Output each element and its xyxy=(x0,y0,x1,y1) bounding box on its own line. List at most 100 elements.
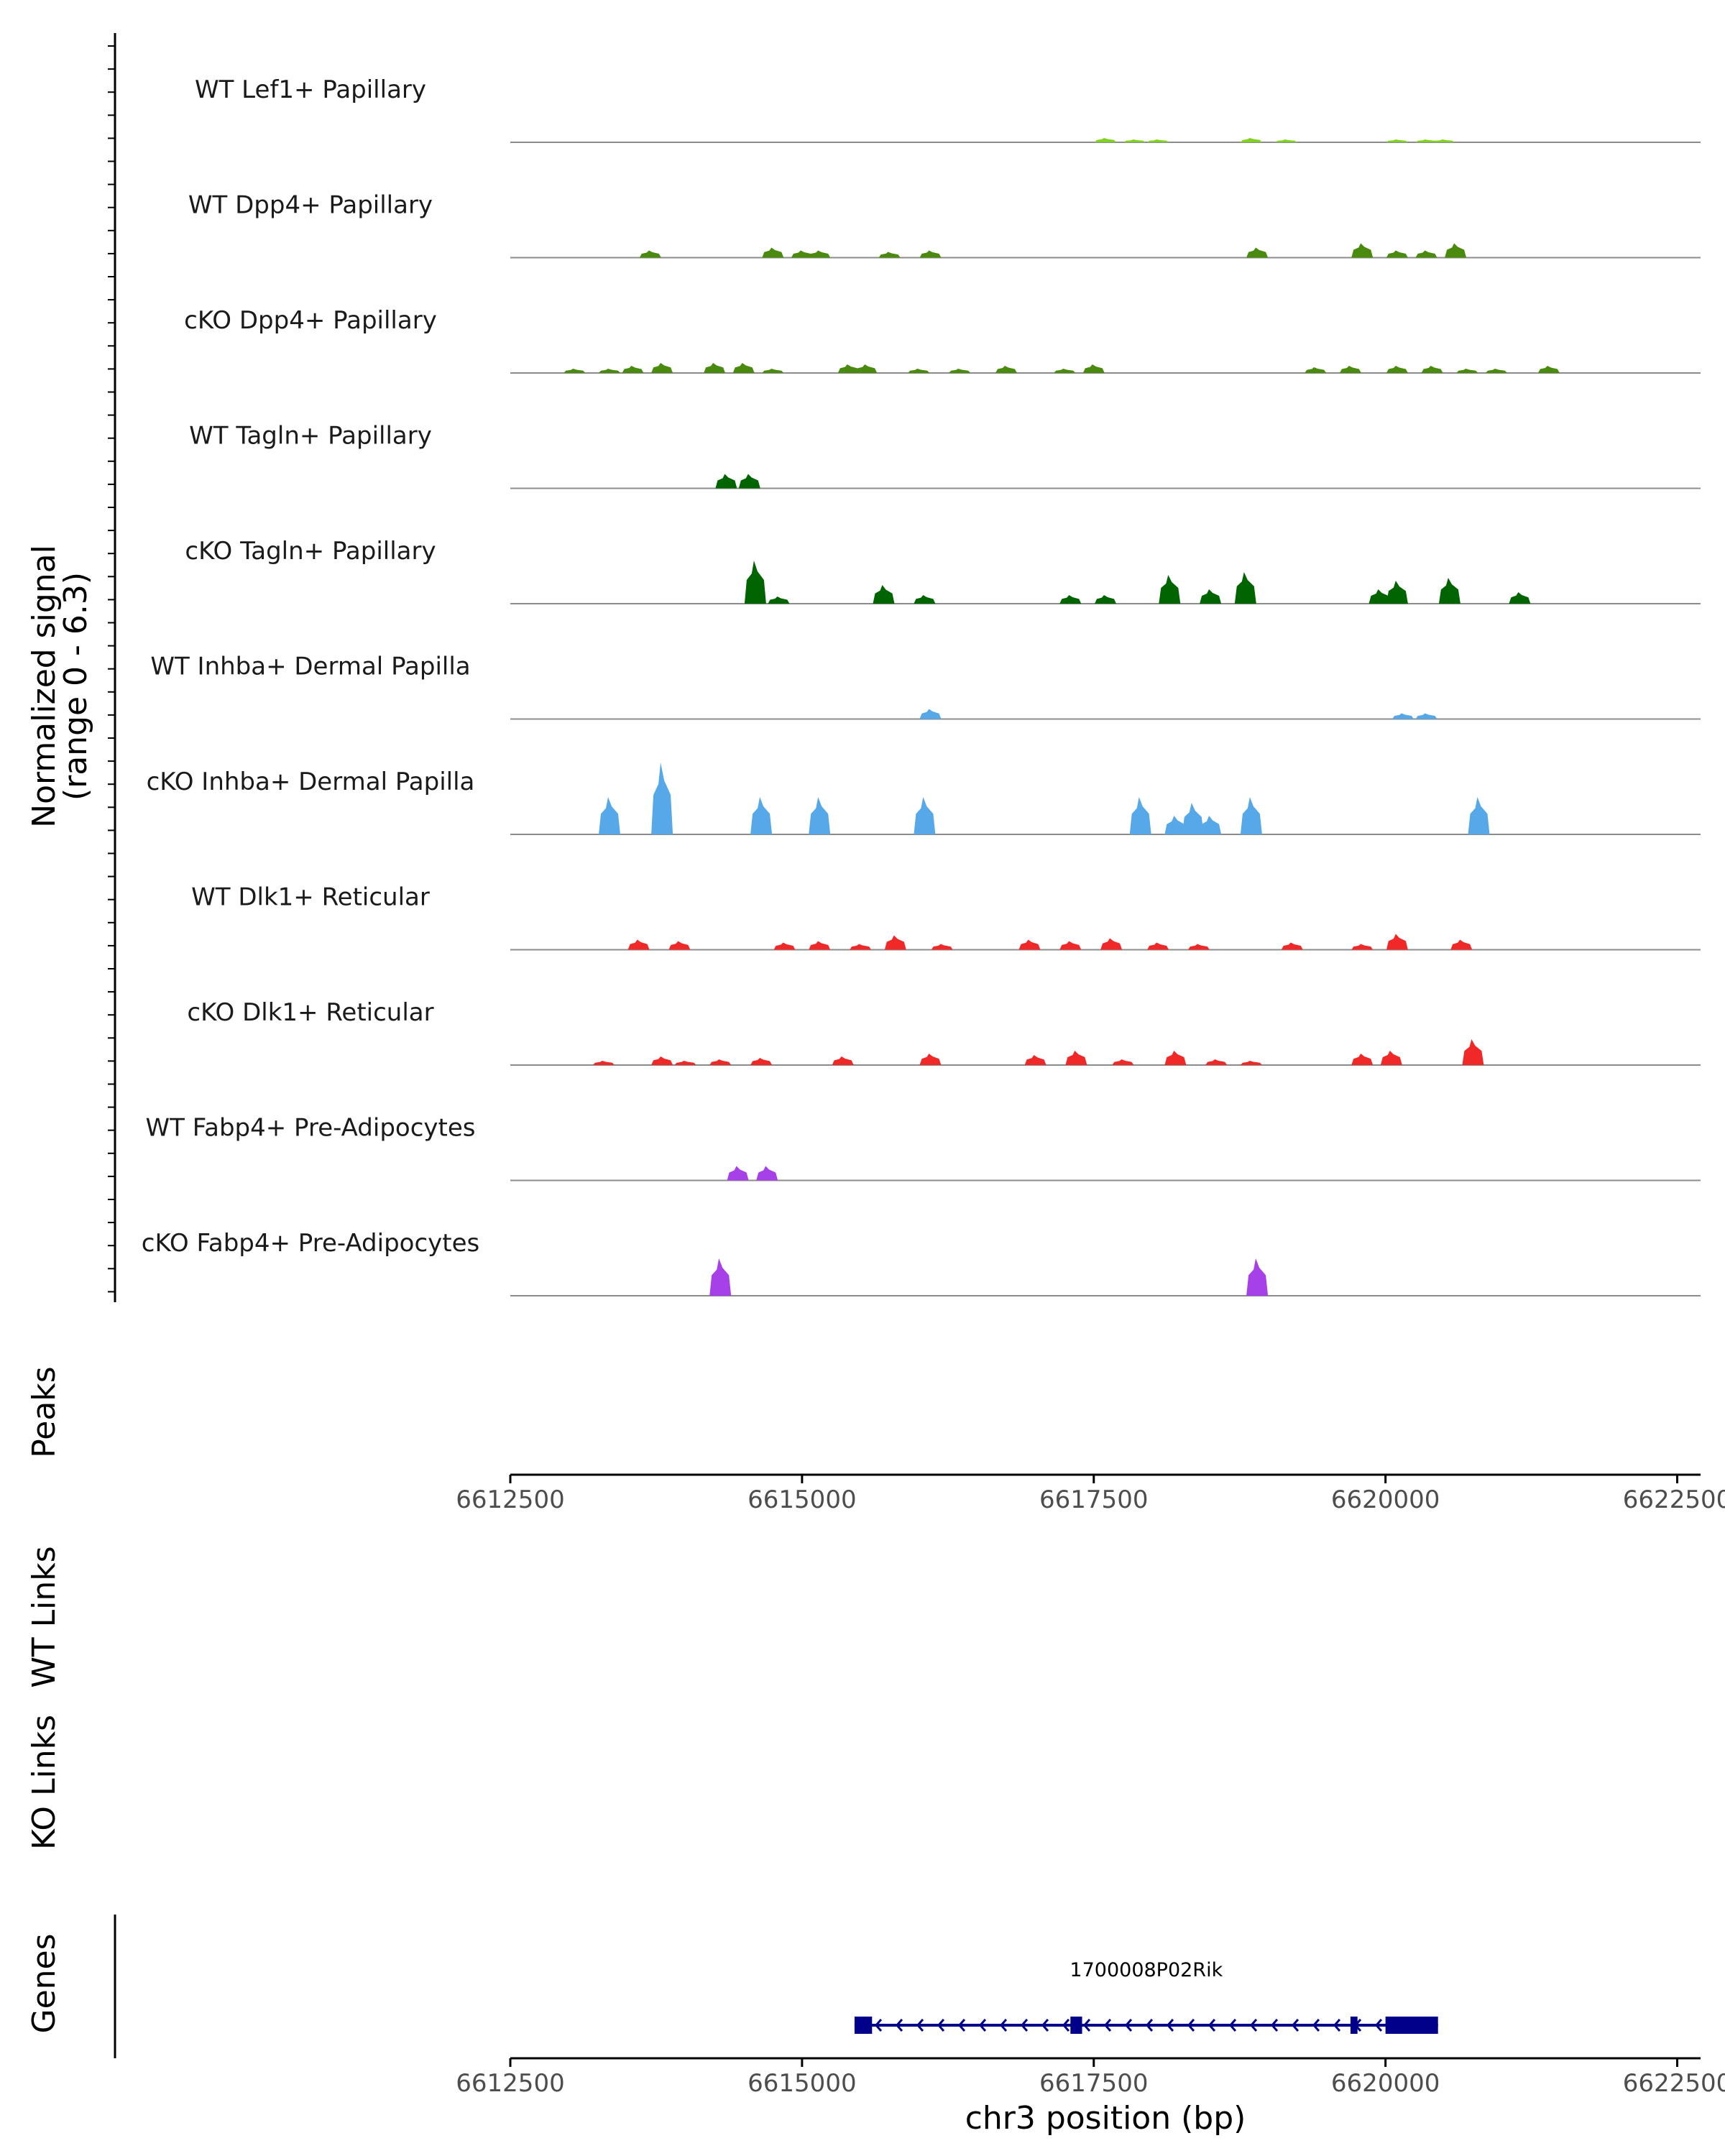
coverage-peak xyxy=(908,369,930,373)
track-label: cKO Fabp4+ Pre-Adipocytes xyxy=(142,1229,480,1258)
coverage-peak xyxy=(931,944,953,950)
coverage-peak xyxy=(1351,944,1374,950)
strand-arrow xyxy=(1270,2019,1279,2032)
coverage-peak xyxy=(1059,941,1082,950)
strand-arrow xyxy=(1124,2019,1133,2032)
coverage-peak xyxy=(837,364,860,373)
coverage-peak xyxy=(1182,803,1204,834)
coverage-peak xyxy=(1095,595,1116,604)
strand-arrow xyxy=(1249,2019,1258,2032)
coverage-peak xyxy=(750,797,773,834)
strand-arrow xyxy=(1103,2019,1112,2032)
coverage-peak xyxy=(809,250,831,258)
coverage-peak xyxy=(709,1258,732,1296)
coverage-peak xyxy=(1485,369,1507,373)
coverage-peak xyxy=(1432,139,1455,142)
coverage-peak xyxy=(756,1166,778,1181)
coverage-peak xyxy=(1462,1039,1484,1065)
x-tick-label: 6617500 xyxy=(1039,1485,1148,1514)
coverage-peak xyxy=(1164,1051,1187,1065)
coverage-peak xyxy=(1240,138,1262,142)
gene-track: 1700008P02Rik xyxy=(854,1959,1438,2034)
coverage-peak xyxy=(850,944,872,950)
coverage-peak xyxy=(1509,592,1531,604)
coverage-peak xyxy=(1351,243,1374,258)
coverage-peak xyxy=(1159,575,1181,604)
track-label: WT Dlk1+ Reticular xyxy=(191,883,430,912)
coverage-peak xyxy=(1129,797,1151,834)
coverage-peak xyxy=(709,1059,732,1065)
coverage-peak xyxy=(1415,139,1438,142)
coverage-peak xyxy=(1065,1051,1087,1065)
strand-arrow xyxy=(1020,2019,1029,2032)
coverage-peak xyxy=(832,1056,854,1065)
coverage-peak xyxy=(1392,713,1414,719)
strand-arrow xyxy=(937,2019,945,2032)
track-label: WT Inhba+ Dermal Papilla xyxy=(150,653,470,681)
coverage-peak xyxy=(1246,1258,1269,1296)
coverage-peak xyxy=(1275,139,1297,142)
coverage-peak xyxy=(1234,572,1256,604)
coverage-peak xyxy=(1445,243,1467,258)
peaks-title: Peaks xyxy=(26,1366,63,1457)
coverage-peak xyxy=(1082,364,1105,373)
track-label: cKO Inhba+ Dermal Papilla xyxy=(147,768,475,796)
coverage-peak xyxy=(1468,797,1490,834)
coverage-peak xyxy=(919,250,942,258)
y-axis-range: (range 0 - 6.3) xyxy=(58,572,94,801)
coverage-peak xyxy=(1018,939,1041,950)
track-label: cKO Dlk1+ Reticular xyxy=(187,998,433,1027)
strand-arrow xyxy=(1187,2019,1195,2032)
track-7: cKO Inhba+ Dermal Papilla xyxy=(147,763,1701,835)
coverage-peak xyxy=(919,709,942,719)
coverage-peak xyxy=(715,474,737,489)
coverage-peak xyxy=(750,1058,773,1065)
coverage-peak xyxy=(1123,139,1146,142)
strand-arrow xyxy=(1145,2019,1154,2032)
coverage-peak xyxy=(738,474,760,489)
coverage-peak xyxy=(1164,816,1187,834)
coverage-peak xyxy=(651,1056,673,1065)
track-9: cKO Dlk1+ Reticular xyxy=(187,998,1701,1066)
coverage-peak xyxy=(1147,139,1169,142)
coverage-peak xyxy=(1380,1051,1402,1065)
coverage-peak xyxy=(809,941,831,950)
coverage-peak xyxy=(914,595,936,604)
coverage-peak xyxy=(1415,250,1438,258)
coverage-peak xyxy=(1415,713,1438,719)
strand-arrow xyxy=(1082,2019,1091,2032)
coverage-tracks: WT Lef1+ Papillary WT Dpp4+ Papillary cKO … xyxy=(142,75,1701,1296)
coverage-peak xyxy=(1339,366,1361,373)
coverage-peak xyxy=(727,1166,749,1181)
coverage-peak xyxy=(884,935,906,950)
x-tick-label: 6617500 xyxy=(1039,2069,1148,2098)
coverage-peak xyxy=(1386,366,1408,373)
strand-arrow xyxy=(916,2019,924,2032)
y-axis-subtitle-group: (range 0 - 6.3) xyxy=(58,572,94,801)
strand-arrow xyxy=(1228,2019,1237,2032)
track-4: WT Tagln+ Papillary xyxy=(189,422,1701,489)
coverage-peak xyxy=(809,797,831,834)
coverage-peak xyxy=(1054,369,1076,373)
coverage-peak xyxy=(1024,1055,1046,1065)
wt-links-title-group: WT Links xyxy=(26,1546,63,1687)
strand-arrow xyxy=(1041,2019,1049,2032)
coverage-peak xyxy=(995,366,1017,373)
coverage-peak xyxy=(674,1061,696,1065)
coverage-peak xyxy=(651,363,673,373)
x-tick-label: 6622500 xyxy=(1623,2069,1725,2098)
coverage-peak xyxy=(768,596,790,604)
y-axis-title: Normalized signal xyxy=(26,545,63,828)
strand-arrow xyxy=(1333,2019,1341,2032)
ko-links-title-group: KO Links xyxy=(26,1715,63,1850)
strand-arrow xyxy=(1291,2019,1300,2032)
track-label: WT Dpp4+ Papillary xyxy=(188,191,433,220)
coverage-peak xyxy=(651,763,673,834)
coverage-peak xyxy=(1246,247,1269,258)
gene-exon xyxy=(1350,2017,1358,2034)
coverage-peak xyxy=(873,585,895,604)
coverage-peak xyxy=(1368,589,1391,604)
coverage-peak xyxy=(622,366,644,373)
coverage-peak xyxy=(639,250,661,258)
